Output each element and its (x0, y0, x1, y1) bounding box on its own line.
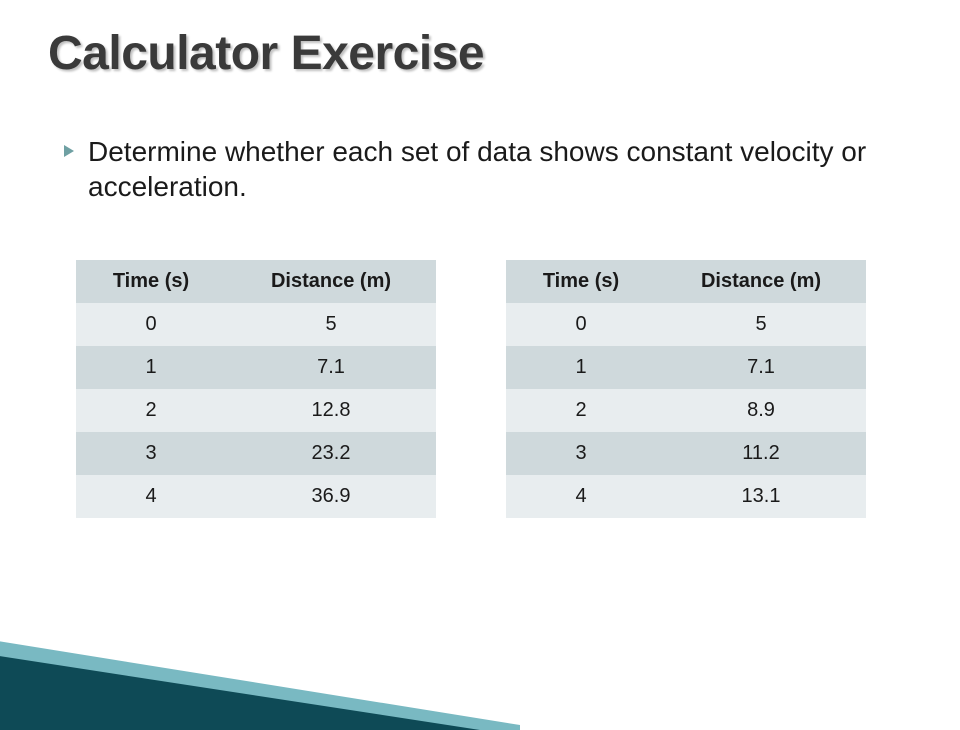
table-cell: 11.2 (656, 432, 866, 475)
table-cell: 7.1 (656, 346, 866, 389)
table-cell: 5 (226, 303, 436, 346)
table-cell: 23.2 (226, 432, 436, 475)
table-cell: 8.9 (656, 389, 866, 432)
bullet-item: Determine whether each set of data shows… (64, 134, 904, 204)
swoosh-decoration (0, 580, 520, 730)
table-row: 436.9 (76, 475, 436, 518)
table-cell: 7.1 (226, 346, 436, 389)
table-cell: 2 (506, 389, 656, 432)
table-row: 05 (506, 303, 866, 346)
table-cell: 1 (76, 346, 226, 389)
swoosh-light-shape (0, 635, 520, 730)
table-row: 28.9 (506, 389, 866, 432)
table-cell: 36.9 (226, 475, 436, 518)
table-row: 413.1 (506, 475, 866, 518)
table-cell: 3 (506, 432, 656, 475)
table-row: 17.1 (76, 346, 436, 389)
table-cell: 2 (76, 389, 226, 432)
table-header-cell: Distance (m) (226, 260, 436, 303)
table-header-cell: Time (s) (76, 260, 226, 303)
table-header-cell: Distance (m) (656, 260, 866, 303)
table-row: 323.2 (76, 432, 436, 475)
table-cell: 0 (76, 303, 226, 346)
table-cell: 13.1 (656, 475, 866, 518)
bullet-text: Determine whether each set of data shows… (88, 134, 904, 204)
page-title: Calculator Exercise (48, 26, 484, 81)
table-cell: 4 (506, 475, 656, 518)
table-cell: 0 (506, 303, 656, 346)
table-cell: 4 (76, 475, 226, 518)
table-row: 17.1 (506, 346, 866, 389)
table-row: 311.2 (506, 432, 866, 475)
data-table-left: Time (s)Distance (m)0517.1212.8323.2436.… (76, 260, 436, 518)
table-header-cell: Time (s) (506, 260, 656, 303)
swoosh-dark-shape (0, 650, 480, 730)
data-table-right: Time (s)Distance (m)0517.128.9311.2413.1 (506, 260, 866, 518)
table-cell: 1 (506, 346, 656, 389)
table-cell: 3 (76, 432, 226, 475)
bullet-marker-icon (64, 145, 74, 157)
table-cell: 12.8 (226, 389, 436, 432)
tables-container: Time (s)Distance (m)0517.1212.8323.2436.… (76, 260, 866, 518)
table-row: 05 (76, 303, 436, 346)
table-cell: 5 (656, 303, 866, 346)
table-row: 212.8 (76, 389, 436, 432)
